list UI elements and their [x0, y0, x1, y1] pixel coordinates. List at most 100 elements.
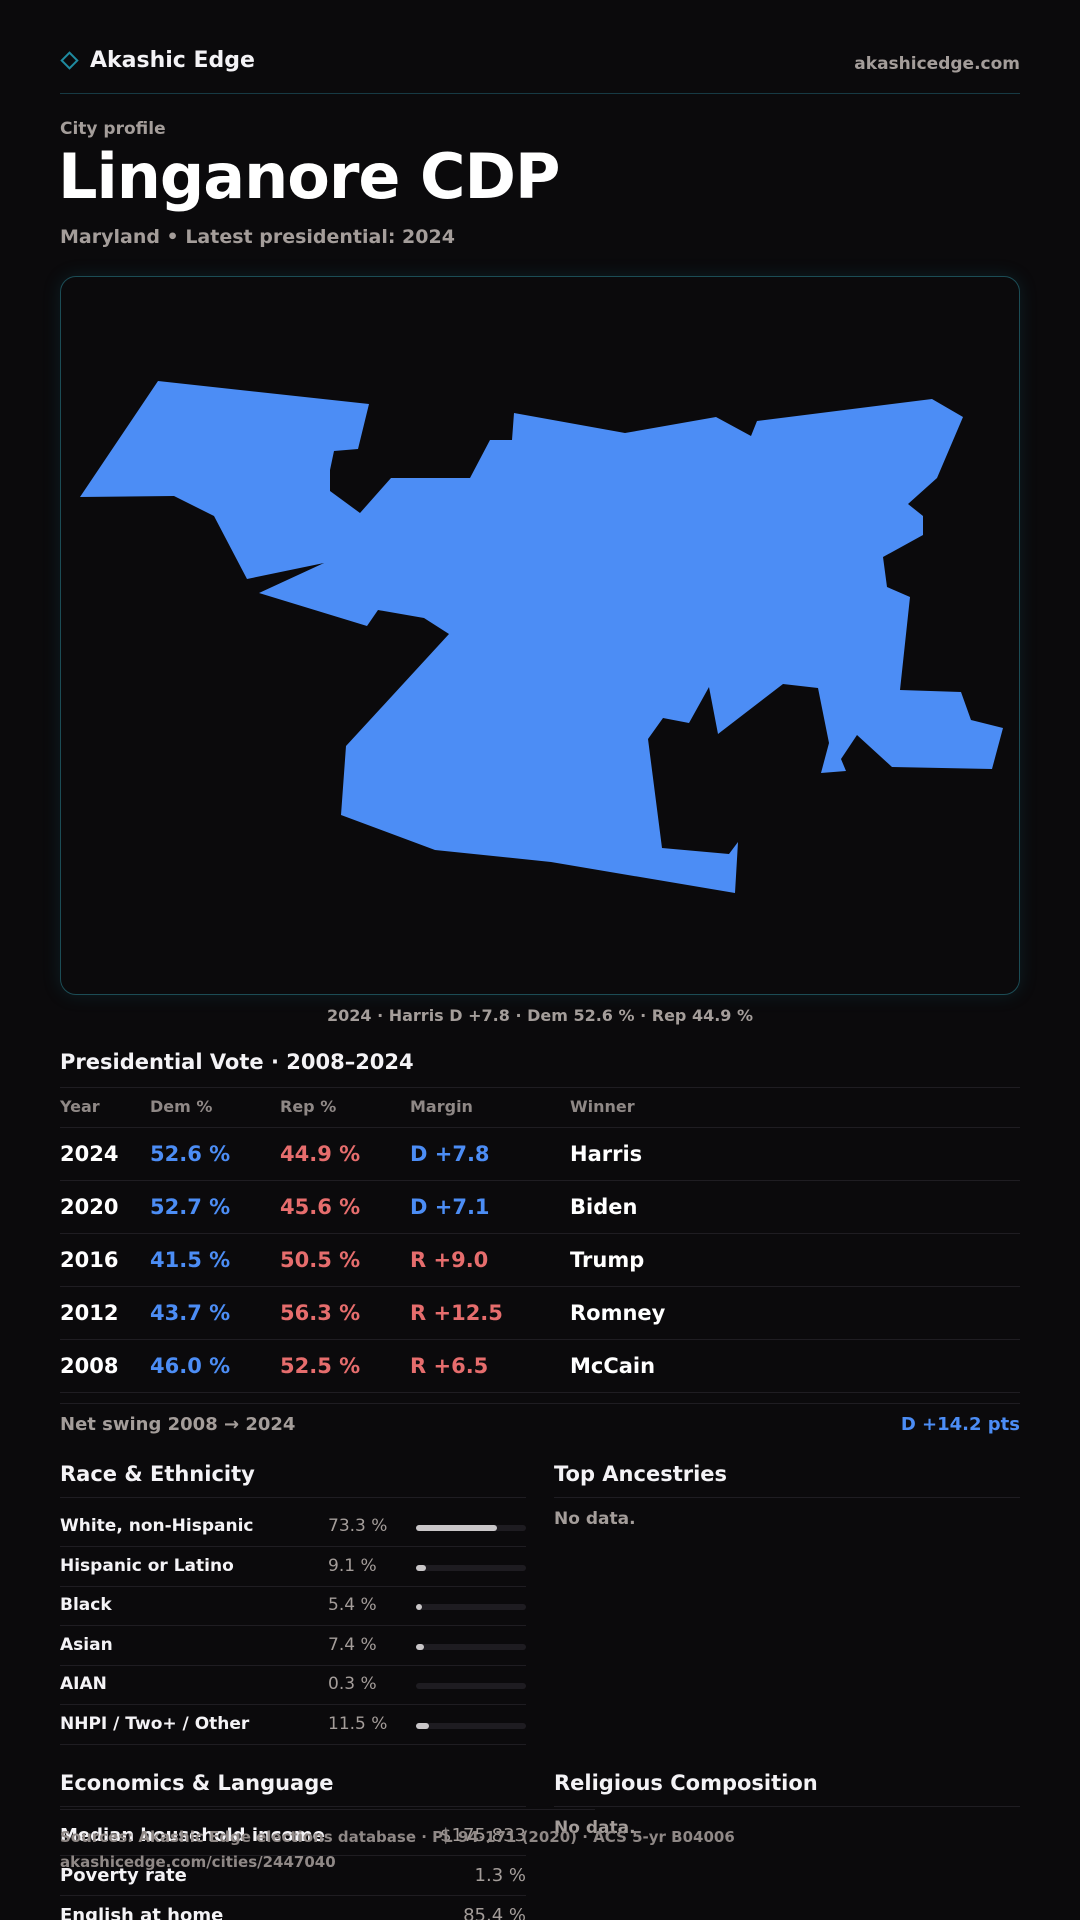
col-header-margin: Margin: [410, 1097, 473, 1116]
race-percent: 5.4 %: [328, 1595, 377, 1615]
economics-value: $175,833: [440, 1825, 526, 1846]
rep-pct-cell: 50.5 %: [280, 1248, 361, 1272]
dem-pct-cell: 43.7 %: [150, 1301, 231, 1325]
margin-cell: R +9.0: [410, 1248, 489, 1272]
race-row: NHPI / Two+ / Other 11.5 %: [60, 1705, 526, 1745]
page-title: Linganore CDP: [58, 140, 560, 213]
page-eyebrow: City profile: [60, 119, 166, 139]
year-cell: 2012: [60, 1301, 119, 1325]
economics-label: Median household income: [60, 1825, 325, 1846]
race-percent: 11.5 %: [328, 1713, 388, 1734]
footer-url[interactable]: akashicedge.com/cities/2447040: [60, 1853, 336, 1871]
race-bar-fill: [416, 1604, 422, 1610]
rep-pct-cell: 44.9 %: [280, 1142, 361, 1166]
economics-row: Poverty rate 1.3 %: [60, 1856, 526, 1896]
rep-pct-cell: 56.3 %: [280, 1301, 361, 1325]
race-bar-track: [416, 1722, 526, 1729]
margin-cell: R +6.5: [410, 1354, 489, 1378]
economics-row: English at home 85.4 %: [60, 1896, 526, 1920]
table-row: 2016 41.5 % 50.5 % R +9.0 Trump: [60, 1234, 1020, 1287]
race-bar-track: [416, 1604, 526, 1610]
footer-sources: Sources: Akashic Edge elections database…: [60, 1828, 735, 1846]
race-percent: 0.3 %: [328, 1674, 377, 1694]
race-label: NHPI / Two+ / Other: [60, 1713, 250, 1734]
divider: [554, 1806, 1020, 1807]
table-row: 2008 46.0 % 52.5 % R +6.5 McCain: [60, 1340, 1020, 1393]
race-label: Hispanic or Latino: [60, 1555, 234, 1576]
year-cell: 2020: [60, 1195, 119, 1219]
margin-cell: D +7.8: [410, 1142, 490, 1166]
site-header: Akashic Edge akashicedge.com: [60, 44, 1020, 94]
year-cell: 2016: [60, 1248, 119, 1272]
winner-cell: Trump: [570, 1248, 645, 1272]
race-bar-track: [416, 1564, 526, 1571]
table-row: 2012 43.7 % 56.3 % R +12.5 Romney: [60, 1287, 1020, 1340]
religion-empty-text: No data.: [554, 1818, 636, 1838]
race-bar-fill: [416, 1525, 497, 1531]
winner-cell: Harris: [570, 1142, 643, 1166]
page-footer: Sources: Akashic Edge elections database…: [60, 1825, 735, 1875]
net-swing-value: D +14.2 pts: [900, 1414, 1020, 1435]
economics-section-title: Economics & Language: [60, 1771, 334, 1795]
winner-cell: Biden: [570, 1195, 638, 1219]
race-label: Black: [60, 1595, 112, 1615]
race-row: Hispanic or Latino 9.1 %: [60, 1547, 526, 1587]
economics-label: English at home: [60, 1905, 224, 1920]
economics-value: 1.3 %: [474, 1865, 526, 1886]
year-cell: 2024: [60, 1142, 119, 1166]
table-row: 2020 52.7 % 45.6 % D +7.1 Biden: [60, 1181, 1020, 1234]
rep-pct-cell: 45.6 %: [280, 1195, 361, 1219]
religion-section-title: Religious Composition: [554, 1771, 818, 1795]
year-cell: 2008: [60, 1354, 119, 1378]
economics-value: 85.4 %: [463, 1905, 526, 1920]
economics-label: Poverty rate: [60, 1865, 187, 1886]
rep-pct-cell: 52.5 %: [280, 1354, 361, 1378]
race-label: AIAN: [60, 1674, 107, 1694]
race-percent: 9.1 %: [328, 1555, 377, 1576]
race-section-title: Race & Ethnicity: [60, 1462, 255, 1486]
dem-pct-cell: 41.5 %: [150, 1248, 231, 1272]
race-bar-track: [416, 1525, 526, 1531]
race-percent: 73.3 %: [328, 1516, 388, 1536]
divider: [554, 1497, 1020, 1498]
table-row: 2024 52.6 % 44.9 % D +7.8 Harris: [60, 1128, 1020, 1181]
race-percent: 7.4 %: [328, 1634, 377, 1655]
brand-diamond-icon: [60, 51, 79, 70]
divider: [60, 1087, 1020, 1088]
winner-cell: Romney: [570, 1301, 666, 1325]
economics-row: Median household income $175,833: [60, 1816, 526, 1856]
race-row: Black 5.4 %: [60, 1586, 526, 1626]
dem-pct-cell: 52.6 %: [150, 1142, 231, 1166]
race-bar-fill: [416, 1722, 429, 1729]
net-swing-label: Net swing 2008 → 2024: [60, 1414, 296, 1435]
race-row: AIAN 0.3 %: [60, 1665, 526, 1705]
city-boundary-shape: [80, 381, 1003, 893]
col-header-rep: Rep %: [280, 1097, 337, 1116]
col-header-dem: Dem %: [150, 1097, 213, 1116]
col-header-year: Year: [60, 1097, 100, 1116]
race-bar-track: [416, 1683, 526, 1689]
map-caption: 2024 · Harris D +7.8 · Dem 52.6 % · Rep …: [326, 1006, 754, 1025]
race-bar-fill: [416, 1643, 424, 1650]
race-row: Asian 7.4 %: [60, 1626, 526, 1666]
winner-cell: McCain: [570, 1354, 656, 1378]
brand-name: Akashic Edge: [90, 48, 255, 73]
city-boundary-map: [80, 381, 1003, 893]
race-bar-fill: [416, 1564, 426, 1571]
margin-cell: R +12.5: [410, 1301, 503, 1325]
margin-cell: D +7.1: [410, 1195, 490, 1219]
ancestries-empty-text: No data.: [554, 1509, 636, 1529]
race-bar-track: [416, 1643, 526, 1650]
race-label: Asian: [60, 1634, 113, 1655]
dem-pct-cell: 52.7 %: [150, 1195, 231, 1219]
domain-link[interactable]: akashicedge.com: [854, 54, 1020, 74]
dem-pct-cell: 46.0 %: [150, 1354, 231, 1378]
map-card: [60, 276, 1020, 995]
race-label: White, non-Hispanic: [60, 1516, 254, 1536]
page-subtitle: Maryland • Latest presidential: 2024: [60, 226, 455, 248]
presidential-section-title: Presidential Vote · 2008–2024: [60, 1050, 414, 1074]
divider: [60, 1497, 526, 1498]
brand-link[interactable]: Akashic Edge: [60, 48, 255, 73]
divider: [60, 1127, 1020, 1128]
divider: [60, 1403, 1020, 1404]
